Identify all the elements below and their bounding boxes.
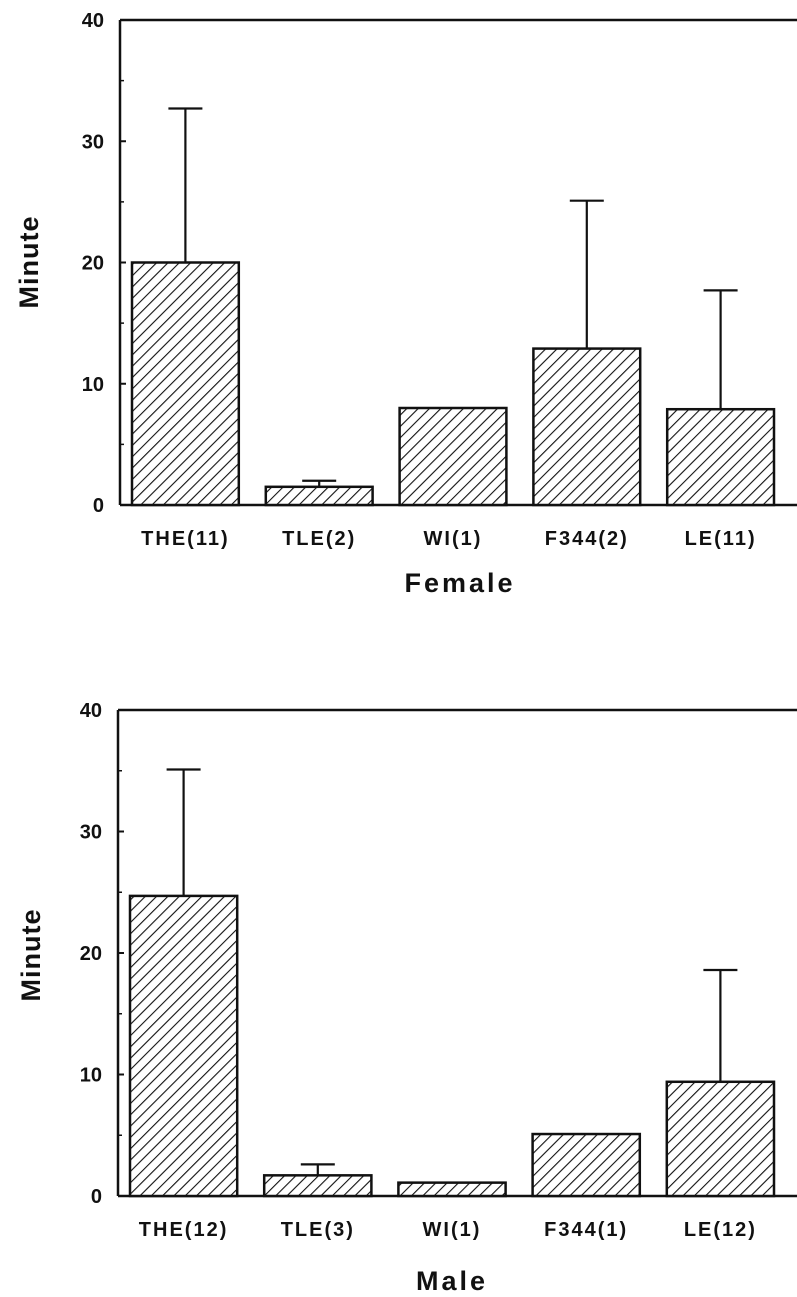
x-category-label: WI(1)	[423, 1219, 482, 1241]
x-category-label: WI(1)	[424, 528, 483, 550]
x-category-label: TLE(3)	[281, 1219, 355, 1241]
x-category-label: TLE(2)	[282, 528, 356, 550]
y-axis-label: Minute	[14, 216, 44, 309]
bar	[264, 485, 374, 507]
y-tick-label: 0	[93, 495, 104, 517]
bar	[531, 1132, 642, 1198]
bars-female	[130, 107, 776, 507]
x-category-label: THE(11)	[141, 528, 229, 550]
y-tick-label: 40	[82, 10, 104, 32]
bar	[398, 406, 508, 507]
x-categories-female: THE(11) TLE(2) WI(1) F344(2) LE(11)	[141, 528, 757, 550]
x-category-label: LE(11)	[685, 528, 757, 550]
y-ticks-male: 0 10 20 30 40	[80, 700, 124, 1208]
y-tick-label: 0	[91, 1186, 102, 1208]
bar	[262, 1174, 373, 1198]
bar	[397, 1181, 507, 1198]
bar	[128, 894, 239, 1198]
bar	[665, 407, 776, 507]
x-category-label: F344(1)	[544, 1219, 628, 1241]
bar	[665, 1080, 776, 1198]
x-categories-male: THE(12) TLE(3) WI(1) F344(1) LE(12)	[139, 1219, 757, 1241]
y-tick-label: 10	[80, 1065, 102, 1087]
y-ticks-female: 0 10 20 30 40	[82, 10, 126, 517]
y-tick-label: 20	[80, 943, 102, 965]
x-category-label: LE(12)	[684, 1219, 757, 1241]
y-axis-label: Minute	[16, 909, 46, 1002]
bars-male	[128, 768, 776, 1198]
y-tick-label: 30	[82, 131, 104, 153]
y-tick-label: 40	[80, 700, 102, 722]
x-axis-label: Female	[404, 568, 515, 598]
bar	[532, 347, 642, 507]
y-tick-label: 30	[80, 822, 102, 844]
bar	[130, 261, 241, 507]
chart-male: 0 10 20 30 40 THE(12) TLE(3) WI(1) F344(1) LE(12…	[16, 700, 797, 1296]
x-axis-label: Male	[416, 1266, 488, 1296]
y-tick-label: 10	[82, 374, 104, 396]
chart-female: 0 10 20 30 40 THE(11) TLE(2) WI(1) F344(2) LE(11…	[14, 10, 797, 598]
x-category-label: THE(12)	[139, 1219, 229, 1241]
x-category-label: F344(2)	[545, 528, 629, 550]
y-tick-label: 20	[82, 253, 104, 275]
